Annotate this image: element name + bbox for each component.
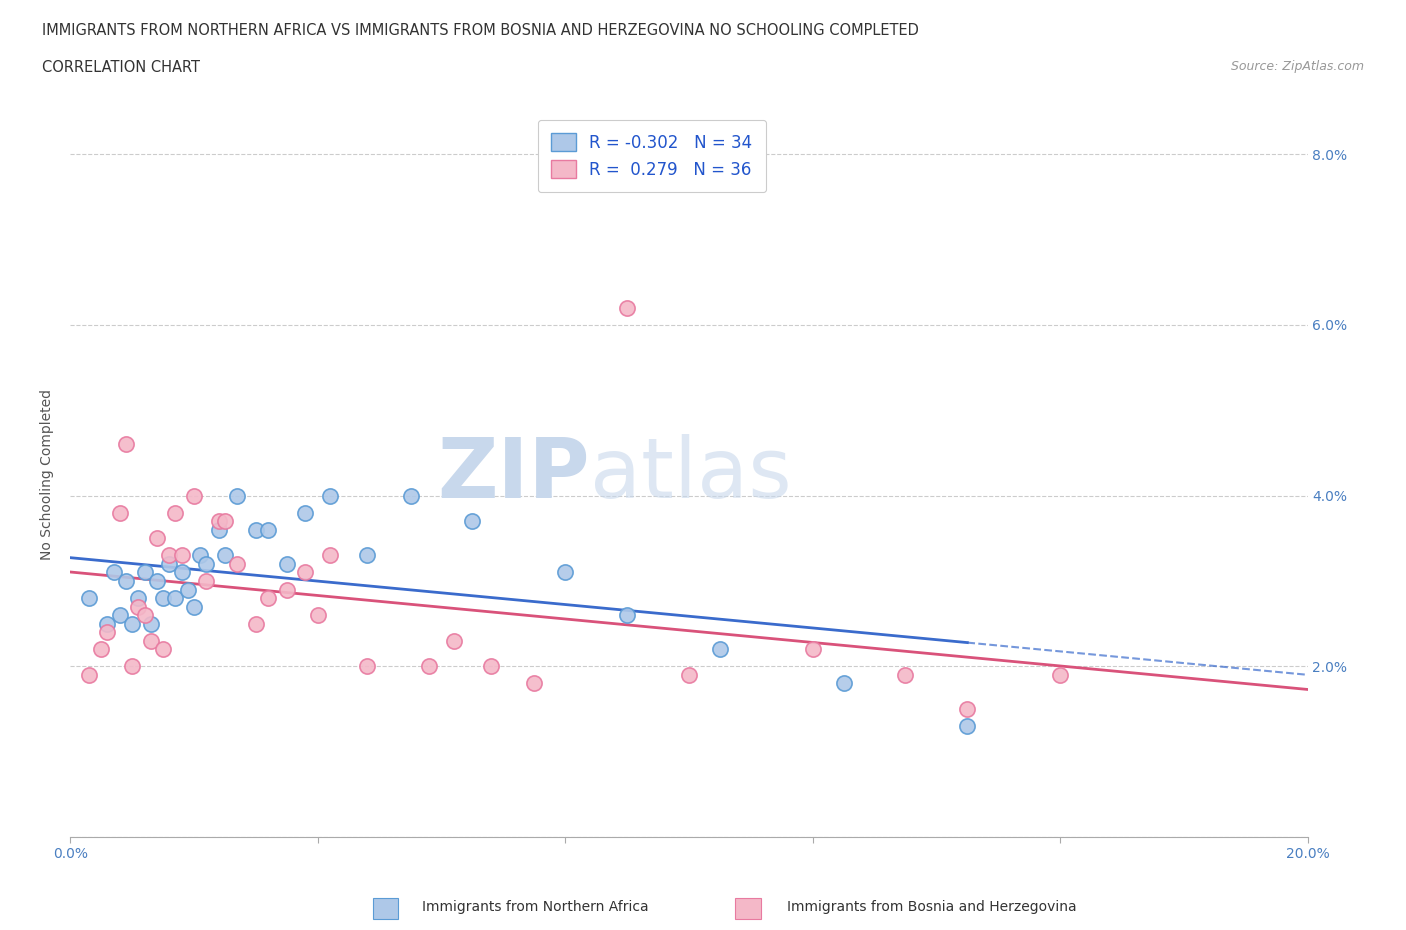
Point [616,300,638,315]
Point [183,599,205,614]
Point [523,676,546,691]
Point [226,556,249,571]
Point [146,531,169,546]
Point [208,523,231,538]
Text: Immigrants from Bosnia and Herzegovina: Immigrants from Bosnia and Herzegovina [787,899,1077,914]
Point [356,548,378,563]
Point [276,556,298,571]
Point [479,658,502,673]
Point [678,668,700,683]
Point [103,565,125,580]
Bar [735,898,761,919]
Point [157,556,180,571]
Point [170,565,193,580]
Point [294,565,316,580]
Y-axis label: No Schooling Completed: No Schooling Completed [41,389,55,560]
Point [77,591,100,605]
Point [461,513,484,528]
Point [96,625,118,640]
Point [832,676,855,691]
Point [276,582,298,597]
Point [139,617,162,631]
Point [214,548,236,563]
Point [195,574,218,589]
Text: ZIP: ZIP [437,433,591,515]
Point [195,556,218,571]
Point [108,505,131,520]
Point [146,574,169,589]
Point [170,548,193,563]
Point [139,633,162,648]
Point [152,642,174,657]
Point [894,668,917,683]
Point [214,513,236,528]
Point [90,642,112,657]
Point [418,658,440,673]
Point [956,719,979,734]
Point [257,523,280,538]
Point [245,617,267,631]
Point [801,642,824,657]
Text: IMMIGRANTS FROM NORTHERN AFRICA VS IMMIGRANTS FROM BOSNIA AND HERZEGOVINA NO SCH: IMMIGRANTS FROM NORTHERN AFRICA VS IMMIG… [42,23,920,38]
Point [108,607,131,622]
Point [208,513,231,528]
Point [115,574,138,589]
Text: atlas: atlas [591,433,792,515]
Point [399,488,422,503]
Point [165,591,187,605]
Point [709,642,731,657]
Point [443,633,465,648]
Point [183,488,205,503]
Text: Source: ZipAtlas.com: Source: ZipAtlas.com [1230,60,1364,73]
Point [956,701,979,716]
Point [121,658,143,673]
Point [188,548,211,563]
Point [134,565,156,580]
Point [134,607,156,622]
Point [127,599,149,614]
Point [1049,668,1071,683]
Legend: R = -0.302   N = 34, R =  0.279   N = 36: R = -0.302 N = 34, R = 0.279 N = 36 [537,120,766,193]
Point [616,607,638,622]
Text: Immigrants from Northern Africa: Immigrants from Northern Africa [422,899,648,914]
Point [226,488,249,503]
Point [152,591,174,605]
Point [257,591,280,605]
Point [77,668,100,683]
Point [177,582,200,597]
Point [319,488,342,503]
Bar [373,898,398,919]
Point [307,607,329,622]
Point [294,505,316,520]
Point [121,617,143,631]
Point [96,617,118,631]
Point [115,437,138,452]
Point [127,591,149,605]
Point [157,548,180,563]
Point [245,523,267,538]
Point [356,658,378,673]
Point [554,565,576,580]
Point [165,505,187,520]
Point [319,548,342,563]
Text: CORRELATION CHART: CORRELATION CHART [42,60,200,75]
